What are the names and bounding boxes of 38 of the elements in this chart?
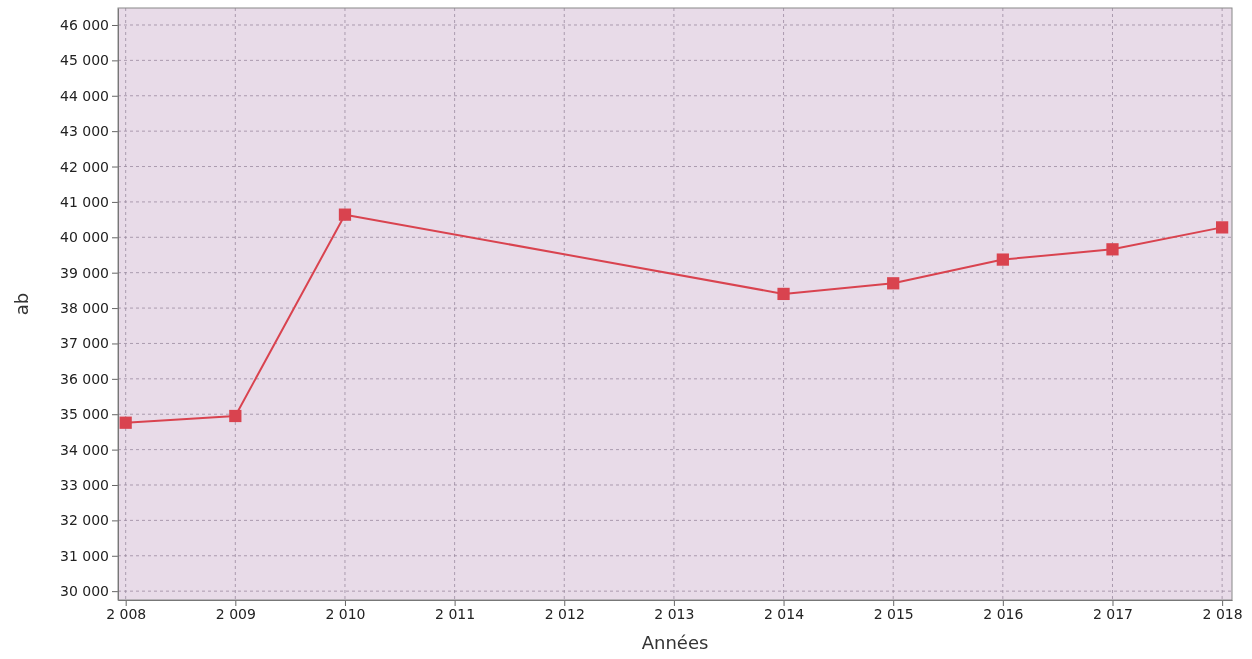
x-tick-label: 2 013 <box>654 605 695 622</box>
point <box>338 208 352 221</box>
point <box>887 277 900 290</box>
y-tick-label: 38 000 <box>60 300 109 317</box>
y-tick-label: 40 000 <box>60 229 109 246</box>
y-tick-label: 35 000 <box>60 406 109 423</box>
x-tick-label: 2 010 <box>325 605 366 622</box>
y-tick-label: 32 000 <box>60 512 109 529</box>
x-tick-label: 2 017 <box>1092 605 1134 622</box>
point <box>996 253 1009 266</box>
point <box>229 409 242 423</box>
x-tick-label: 2 008 <box>106 605 147 622</box>
x-tick-label: 2 009 <box>215 605 256 622</box>
y-tick-label: 46 000 <box>60 16 109 33</box>
y-tick-label: 43 000 <box>60 123 109 140</box>
point <box>119 416 132 429</box>
y-tick-label: 41 000 <box>60 193 109 210</box>
y-tick-label: 30 000 <box>60 583 109 600</box>
y-axis-title: ab <box>11 292 32 316</box>
x-tick-label: 2 016 <box>983 605 1024 622</box>
y-tick-label: 36 000 <box>60 370 109 387</box>
y-tick-label: 31 000 <box>60 547 109 564</box>
y-tick-label: 45 000 <box>60 52 109 69</box>
x-tick-label: 2 014 <box>764 605 805 622</box>
point <box>1216 221 1229 234</box>
y-tick-label: 39 000 <box>60 264 109 281</box>
point <box>777 287 790 301</box>
y-tick-label: 34 000 <box>60 441 109 458</box>
y-tick-label: 33 000 <box>60 476 109 493</box>
x-tick-label: 2 018 <box>1202 605 1243 622</box>
y-tick-label: 44 000 <box>60 87 109 104</box>
x-axis-title: Années <box>641 632 709 653</box>
x-tick-label: 2 012 <box>544 605 585 622</box>
y-tick-label: 37 000 <box>60 335 109 352</box>
x-tick-label: 2 011 <box>435 605 476 622</box>
y-tick-label: 42 000 <box>60 158 109 175</box>
x-tick-label: 2 015 <box>873 605 914 622</box>
point <box>1106 243 1119 256</box>
